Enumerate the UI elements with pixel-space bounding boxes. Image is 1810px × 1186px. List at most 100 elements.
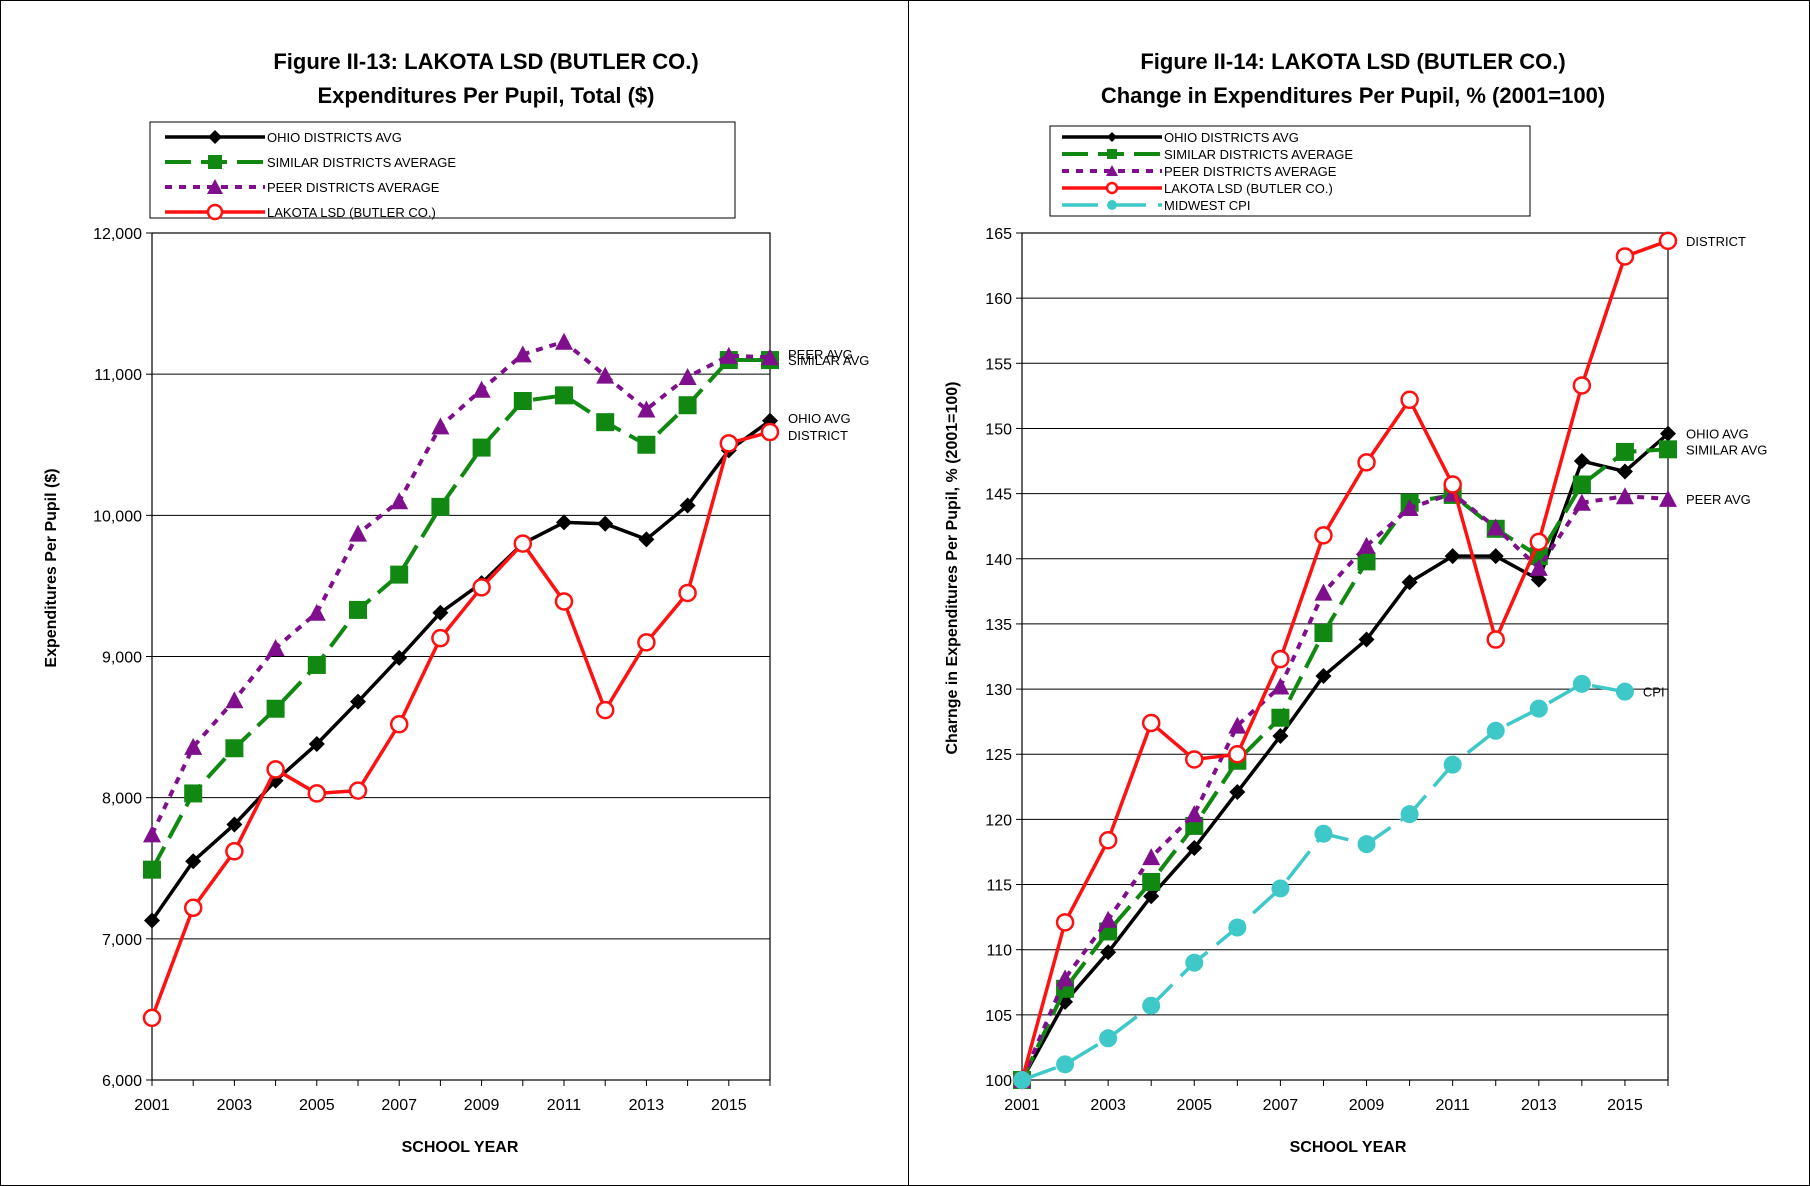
- y-tick-label: 110: [986, 943, 1012, 960]
- data-point: [1444, 548, 1461, 565]
- legend-label: LAKOTA LSD (BUTLER CO.): [267, 205, 436, 220]
- legend-label: OHIO DISTRICTS AVG: [267, 130, 402, 145]
- legend-entry: LAKOTA LSD (BUTLER CO.): [165, 203, 436, 221]
- x-tick-label: 2005: [299, 1097, 335, 1114]
- data-point: [597, 515, 614, 532]
- legend-marker: [1107, 132, 1117, 142]
- data-point: [596, 366, 615, 384]
- data-point: [1142, 848, 1161, 866]
- data-point: [1658, 231, 1678, 251]
- data-point: [225, 691, 244, 709]
- y-tick-label: 6,000: [102, 1073, 142, 1090]
- data-point: [596, 413, 615, 432]
- data-point: [1572, 674, 1591, 693]
- legend-marker: [1106, 165, 1118, 176]
- data-point: [1056, 969, 1075, 987]
- data-point: [1572, 475, 1591, 494]
- data-point: [349, 600, 367, 619]
- y-tick-label: 7,000: [102, 932, 142, 949]
- y-tick-label: 125: [985, 747, 1012, 764]
- data-point: [1271, 649, 1290, 669]
- data-point: [678, 367, 697, 385]
- x-tick-label: 2011: [1435, 1097, 1470, 1114]
- data-point: [1098, 830, 1118, 850]
- data-point: [1660, 425, 1676, 442]
- data-point: [1271, 677, 1290, 695]
- data-point: [1185, 953, 1204, 972]
- data-point: [1615, 682, 1634, 701]
- plot-area: [151, 232, 771, 1081]
- legend-label: PEER DISTRICTS AVERAGE: [267, 180, 440, 195]
- y-tick-label: 8,000: [102, 791, 142, 808]
- data-point: [1315, 668, 1332, 685]
- series-peer-districts-average: [1013, 484, 1677, 1088]
- data-point: [1228, 716, 1247, 734]
- series-line: [1020, 491, 1669, 1081]
- data-point: [554, 592, 574, 611]
- series-peer-districts-average: [143, 332, 779, 843]
- data-point: [348, 781, 368, 800]
- data-point: [678, 396, 697, 415]
- chart-title: Figure II-13: LAKOTA LSD (BUTLER CO.): [273, 49, 698, 74]
- chart-subtitle: Change in Expenditures Per Pupil, % (200…: [1101, 83, 1605, 108]
- data-point: [1314, 624, 1333, 643]
- data-point: [1142, 872, 1161, 891]
- y-tick-label: 100: [985, 1073, 1012, 1090]
- legend-entry: PEER DISTRICTS AVERAGE: [1062, 164, 1337, 179]
- x-tick-label: 2003: [217, 1097, 253, 1114]
- y-tick-label: 115: [986, 878, 1012, 895]
- data-point: [1357, 536, 1376, 554]
- data-point: [679, 497, 696, 514]
- data-point: [1271, 879, 1290, 898]
- x-tick-label: 2015: [1607, 1097, 1643, 1114]
- data-point: [1099, 910, 1118, 928]
- data-point: [472, 438, 491, 457]
- data-point: [1229, 784, 1246, 801]
- data-point: [226, 816, 243, 833]
- data-point: [472, 578, 491, 597]
- x-tick-label: 2011: [547, 1097, 582, 1114]
- legend-marker: [207, 179, 223, 194]
- data-point: [307, 784, 327, 803]
- data-point: [1486, 518, 1505, 536]
- data-point: [1400, 498, 1419, 516]
- data-point: [678, 583, 697, 603]
- data-point: [1401, 574, 1418, 591]
- data-point: [431, 497, 450, 516]
- data-point: [556, 514, 572, 531]
- data-point: [349, 524, 367, 542]
- legend-label: LAKOTA LSD (BUTLER CO.): [1164, 181, 1333, 196]
- legend-marker: [1107, 200, 1117, 210]
- series-end-label: OHIO AVG: [788, 411, 851, 426]
- legend-marker: [208, 155, 222, 169]
- data-point: [1486, 721, 1505, 740]
- data-point: [266, 760, 285, 779]
- data-point: [431, 417, 450, 435]
- y-tick-label: 160: [985, 291, 1012, 308]
- chart-subtitle: Expenditures Per Pupil, Total ($): [318, 83, 655, 108]
- data-point: [183, 898, 203, 918]
- data-point: [431, 628, 450, 648]
- data-point: [308, 736, 325, 753]
- data-point: [1616, 463, 1633, 480]
- data-point: [1659, 440, 1677, 459]
- data-point: [266, 639, 285, 657]
- data-point: [719, 434, 739, 453]
- data-point: [142, 1008, 162, 1028]
- legend-entry: MIDWEST CPI: [1062, 198, 1250, 213]
- data-point: [637, 400, 656, 418]
- x-tick-label: 2005: [1176, 1097, 1212, 1114]
- series-end-label: OHIO AVG: [1686, 427, 1749, 442]
- data-point: [1615, 487, 1634, 505]
- legend-box: [1049, 125, 1531, 217]
- data-point: [1314, 526, 1333, 545]
- data-point: [1357, 552, 1376, 571]
- y-tick-label: 135: [985, 617, 1012, 634]
- legend-marker: [206, 203, 224, 221]
- data-point: [1100, 944, 1117, 961]
- series-lakota-lsd-butler-co: [142, 422, 780, 1028]
- y-axis-label: Expenditures Per Pupil ($): [43, 468, 60, 667]
- x-tick-label: 2001: [134, 1097, 170, 1114]
- data-point: [391, 649, 408, 666]
